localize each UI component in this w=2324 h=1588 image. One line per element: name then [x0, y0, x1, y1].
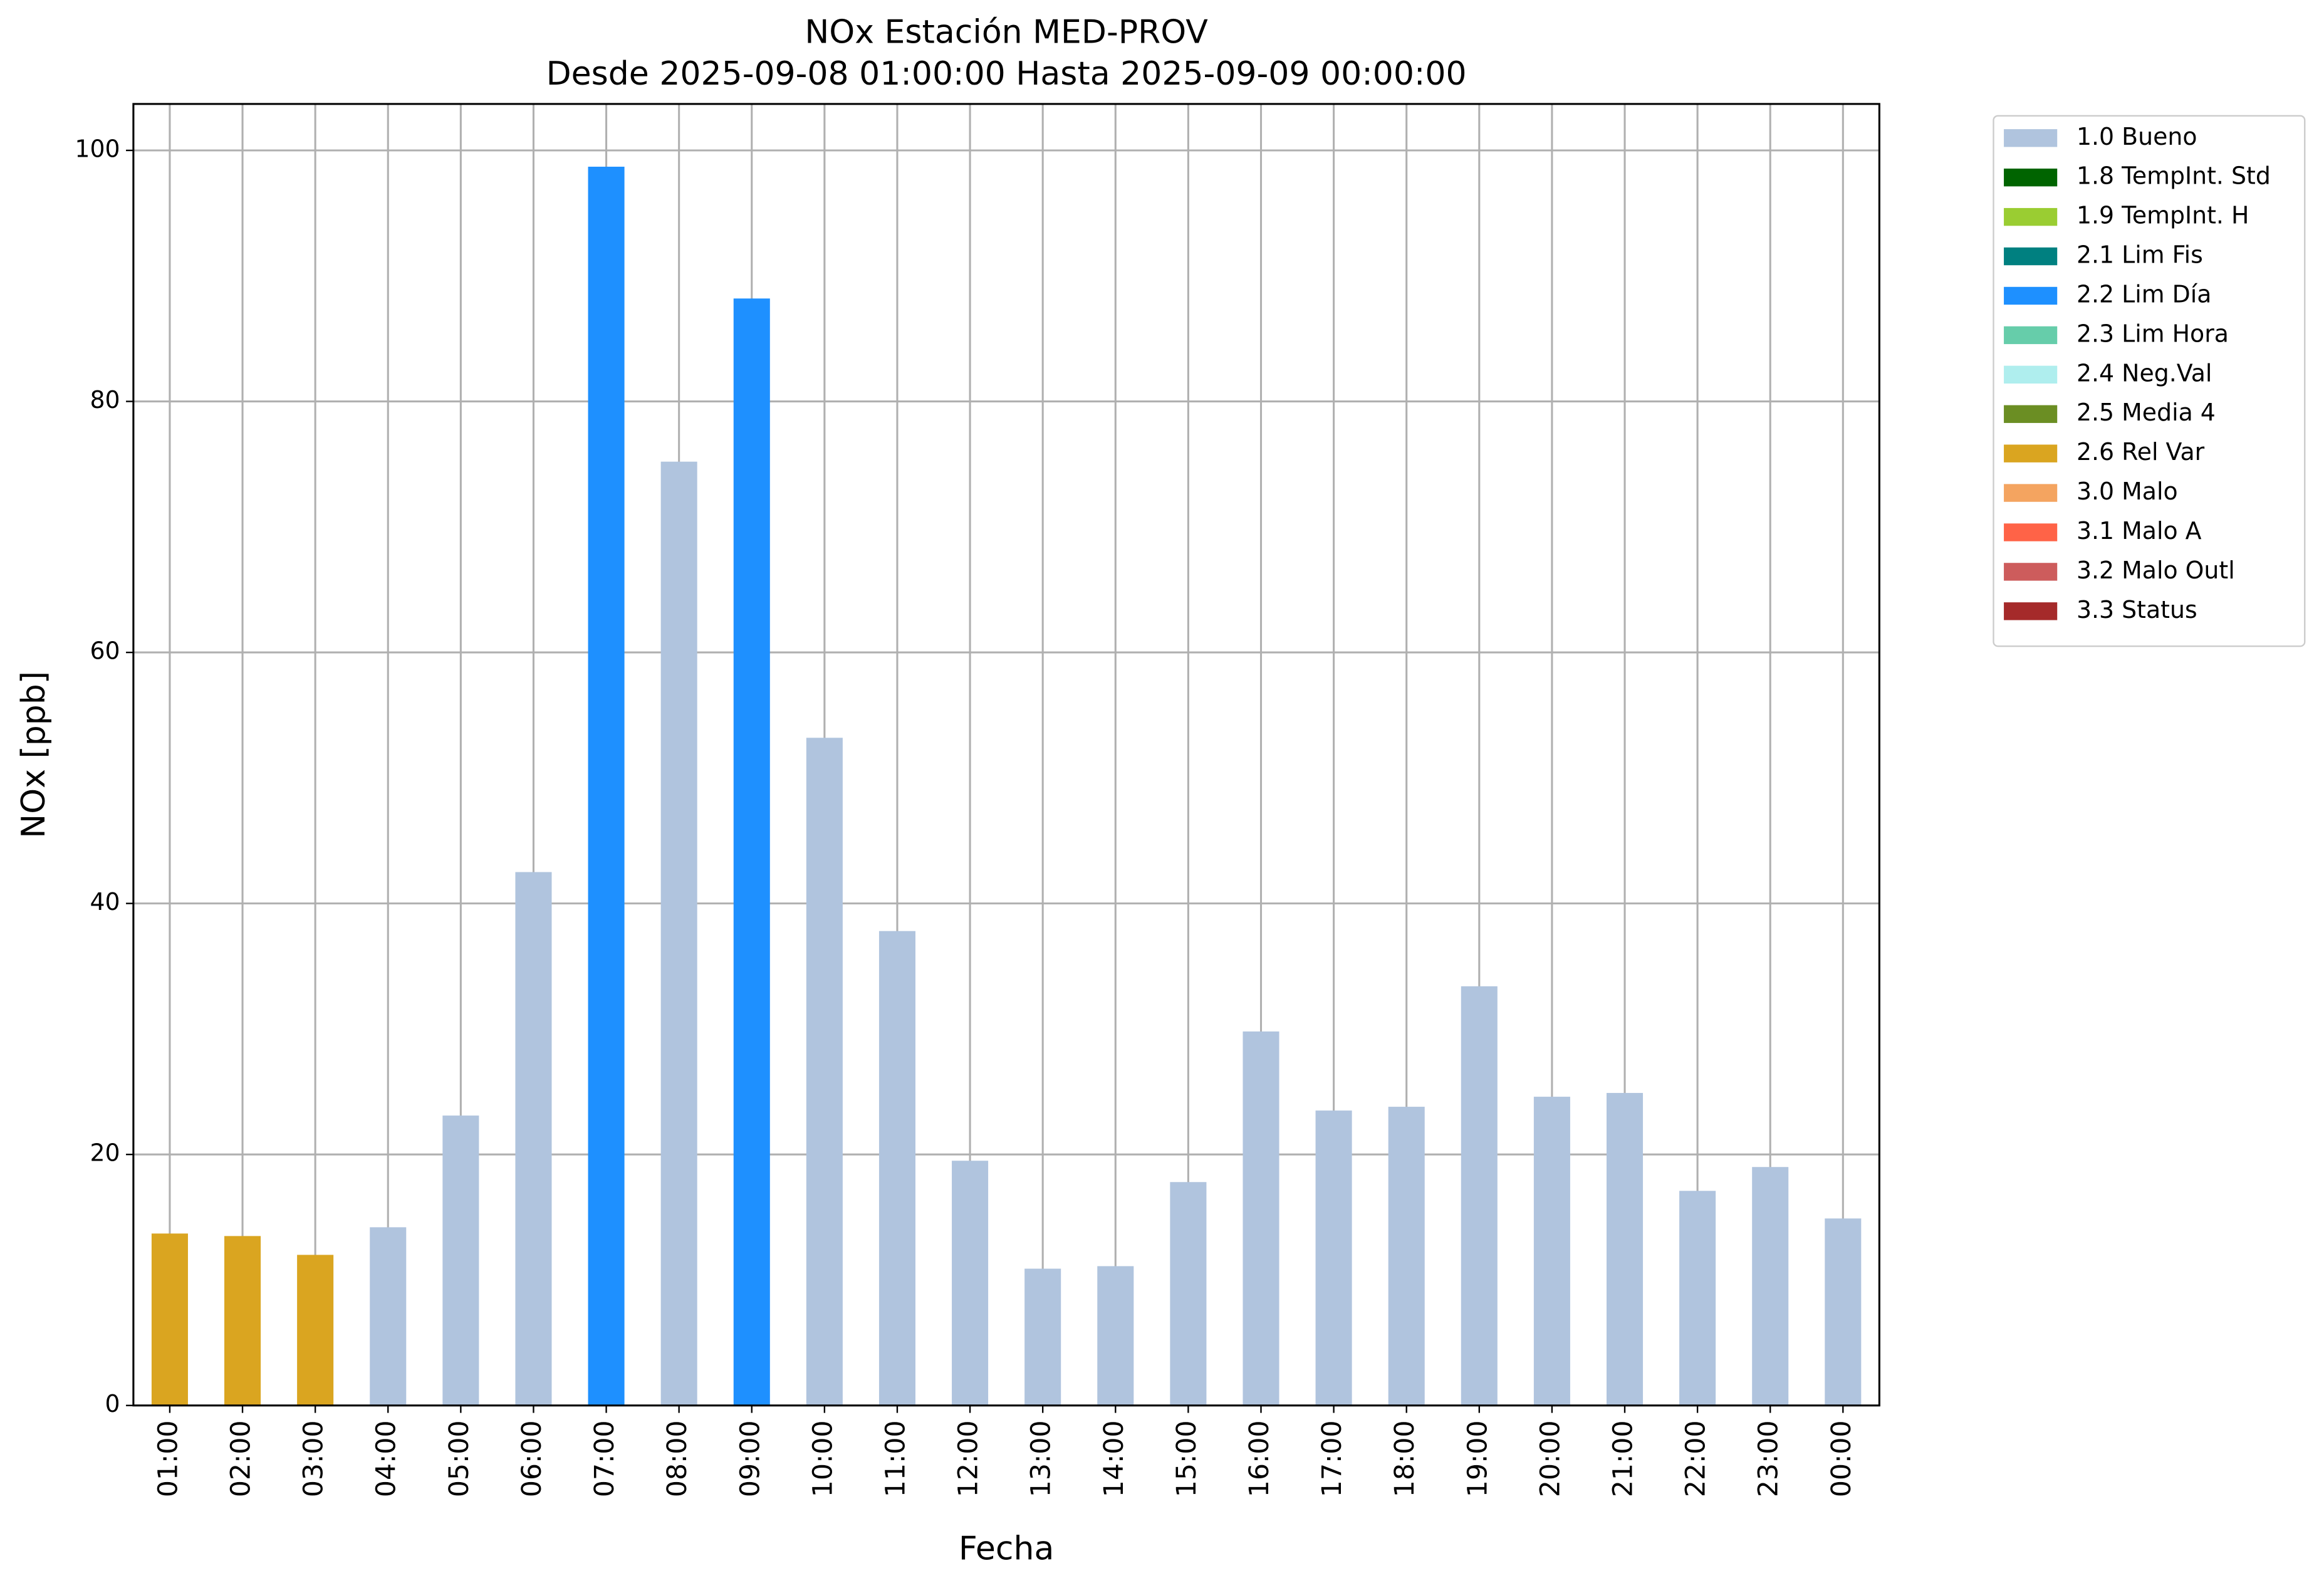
- legend-swatch: [2004, 247, 2058, 266]
- bar: [806, 738, 843, 1406]
- bar: [224, 1236, 261, 1406]
- x-tick-label: 08:00: [662, 1420, 693, 1497]
- x-tick-label: 11:00: [880, 1420, 911, 1497]
- y-tick-label: 60: [90, 637, 120, 665]
- legend-label: 1.8 TempInt. Std: [2076, 162, 2271, 190]
- legend-swatch: [2004, 563, 2058, 581]
- x-tick-label: 15:00: [1171, 1420, 1202, 1497]
- x-tick-label: 09:00: [734, 1420, 766, 1497]
- legend-swatch: [2004, 129, 2058, 147]
- x-tick-label: 21:00: [1608, 1420, 1639, 1497]
- bar: [297, 1255, 334, 1406]
- legend-label: 2.3 Lim Hora: [2076, 320, 2229, 347]
- y-tick-label: 0: [105, 1390, 120, 1418]
- x-tick-label: 20:00: [1535, 1420, 1566, 1497]
- x-tick-label: 01:00: [152, 1420, 184, 1497]
- bar: [1097, 1266, 1134, 1406]
- legend-swatch: [2004, 365, 2058, 384]
- legend-label: 1.0 Bueno: [2076, 123, 2197, 150]
- x-tick-label: 02:00: [226, 1420, 257, 1497]
- bar: [1752, 1167, 1789, 1406]
- legend-label: 2.4 Neg.Val: [2076, 359, 2212, 387]
- x-tick-label: 07:00: [589, 1420, 620, 1497]
- bar: [1243, 1031, 1279, 1406]
- legend-swatch: [2004, 602, 2058, 620]
- x-tick-label: 00:00: [1826, 1420, 1857, 1497]
- bar: [515, 872, 552, 1406]
- legend-label: 3.2 Malo Outl: [2076, 556, 2235, 584]
- chart-title: NOx Estación MED-PROV: [805, 14, 1208, 51]
- x-tick-label: 13:00: [1026, 1420, 1057, 1497]
- y-tick-label: 100: [75, 135, 120, 162]
- chart-subtitle: Desde 2025-09-08 01:00:00 Hasta 2025-09-…: [546, 55, 1467, 93]
- legend-box: [1993, 115, 2306, 647]
- x-tick-label: 18:00: [1389, 1420, 1420, 1497]
- bar: [1388, 1107, 1425, 1406]
- x-tick-label: 16:00: [1244, 1420, 1275, 1497]
- bar: [1606, 1093, 1644, 1406]
- legend-label: 3.0 Malo: [2076, 478, 2178, 505]
- legend-label: 3.1 Malo A: [2076, 517, 2202, 545]
- legend-label: 1.9 TempInt. H: [2076, 202, 2249, 229]
- legend-swatch: [2004, 484, 2058, 502]
- bar: [952, 1161, 989, 1406]
- bar: [1825, 1218, 1862, 1406]
- legend-swatch: [2004, 207, 2058, 226]
- bar: [442, 1115, 479, 1406]
- legend-swatch: [2004, 169, 2058, 187]
- legend-label: 3.3 Status: [2076, 596, 2197, 624]
- legend-label: 2.1 Lim Fis: [2076, 241, 2203, 269]
- x-tick-label: 03:00: [298, 1420, 330, 1497]
- bar: [878, 931, 916, 1406]
- x-tick-label: 23:00: [1753, 1420, 1785, 1497]
- y-tick-label: 40: [90, 888, 120, 916]
- bar: [1315, 1110, 1352, 1406]
- plot-frame: [132, 103, 1880, 1407]
- x-tick-label: 05:00: [444, 1420, 475, 1497]
- x-tick-label: 12:00: [953, 1420, 984, 1497]
- legend-swatch: [2004, 286, 2058, 305]
- x-tick-label: 22:00: [1680, 1420, 1712, 1497]
- x-axis-label: Fecha: [959, 1530, 1055, 1568]
- bar: [1533, 1097, 1570, 1406]
- bar: [1024, 1268, 1061, 1406]
- x-tick-label: 06:00: [516, 1420, 548, 1497]
- bar: [660, 461, 697, 1406]
- legend-label: 2.5 Media 4: [2076, 399, 2216, 426]
- bar: [588, 167, 625, 1406]
- legend-swatch: [2004, 326, 2058, 345]
- x-tick-label: 10:00: [807, 1420, 838, 1497]
- bar: [1461, 986, 1498, 1406]
- y-tick-label: 20: [90, 1139, 120, 1167]
- legend-label: 2.6 Rel Var: [2076, 438, 2205, 466]
- bar: [733, 298, 770, 1406]
- y-tick-label: 80: [90, 386, 120, 414]
- legend-swatch: [2004, 405, 2058, 423]
- legend-swatch: [2004, 523, 2058, 541]
- x-tick-label: 04:00: [371, 1420, 402, 1497]
- y-axis-label: NOx [ppb]: [15, 671, 53, 838]
- legend-swatch: [2004, 444, 2058, 462]
- x-tick-label: 14:00: [1098, 1420, 1130, 1497]
- bar: [1170, 1182, 1207, 1406]
- x-tick-label: 19:00: [1462, 1420, 1493, 1497]
- bar: [370, 1227, 407, 1406]
- x-tick-label: 17:00: [1316, 1420, 1348, 1497]
- bar: [1679, 1191, 1716, 1406]
- legend-label: 2.2 Lim Día: [2076, 280, 2211, 308]
- bar: [151, 1233, 188, 1406]
